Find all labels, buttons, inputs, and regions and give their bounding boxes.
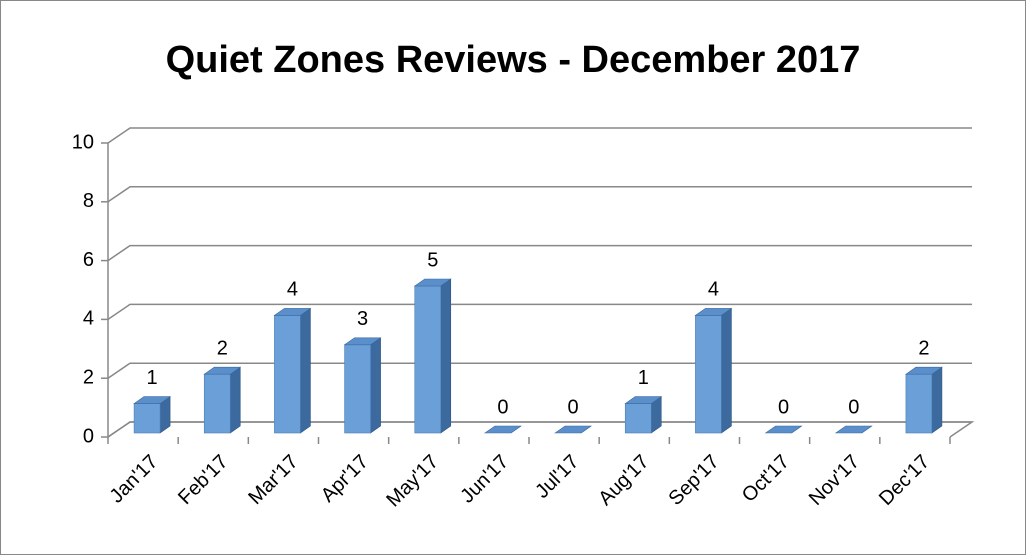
bar-top: [834, 425, 873, 434]
y-tick-label: 6: [83, 249, 94, 271]
bar: [694, 307, 733, 434]
grid-line: [107, 303, 972, 321]
bar: [554, 425, 593, 434]
bar: [624, 396, 663, 434]
bar: [343, 337, 382, 434]
bar-top: [904, 366, 943, 375]
bar-front: [344, 344, 371, 434]
data-label: 1: [147, 367, 158, 389]
data-label: 0: [778, 396, 789, 418]
bar-front: [274, 315, 301, 434]
bar-top: [343, 337, 382, 346]
data-label: 0: [848, 396, 859, 418]
bar-side: [931, 366, 943, 434]
bar-front: [624, 403, 652, 434]
bar-top: [764, 425, 803, 434]
data-label: 4: [287, 279, 298, 301]
bar-top: [133, 396, 172, 404]
bar-side: [721, 307, 732, 434]
y-tick-label: 8: [83, 190, 94, 212]
data-label: 2: [918, 337, 929, 359]
bar-top: [624, 396, 663, 404]
bar: [834, 425, 873, 434]
y-tick-label: 4: [83, 308, 94, 330]
y-tick-label: 2: [83, 366, 94, 388]
data-label: 3: [357, 308, 368, 330]
bar: [273, 307, 312, 434]
bar-front: [695, 315, 722, 434]
bar-front: [905, 373, 933, 434]
grid-line: [107, 244, 972, 262]
grid-line: [107, 421, 972, 438]
grid-line: [107, 362, 972, 379]
bar-side: [300, 307, 311, 434]
bar: [203, 366, 242, 434]
bar: [413, 278, 452, 434]
data-label: 4: [708, 279, 719, 301]
bar-front: [133, 403, 161, 434]
y-tick-label: 10: [72, 131, 94, 153]
bar-top: [273, 308, 312, 316]
bar-front: [203, 373, 231, 434]
bar-top: [483, 425, 522, 434]
bar: [133, 396, 172, 434]
data-label: 0: [497, 396, 508, 418]
bar-front: [414, 285, 442, 434]
bar-top: [413, 278, 452, 287]
bar: [483, 425, 522, 434]
chart-title: Quiet Zones Reviews - December 2017: [166, 39, 861, 81]
bar-side: [229, 366, 241, 434]
bar-top: [694, 308, 733, 316]
bar-side: [370, 337, 381, 434]
data-label: 2: [217, 337, 228, 359]
bar-top: [554, 425, 593, 434]
grid-line: [107, 186, 972, 203]
data-label: 1: [638, 367, 649, 389]
bar: [764, 425, 803, 434]
bar: [904, 366, 943, 434]
y-tick-label: 0: [83, 425, 94, 447]
bar-top: [203, 366, 242, 375]
bar-side: [440, 278, 452, 434]
data-label: 5: [427, 249, 438, 271]
data-label: 0: [568, 396, 579, 418]
grid-line: [107, 127, 972, 144]
